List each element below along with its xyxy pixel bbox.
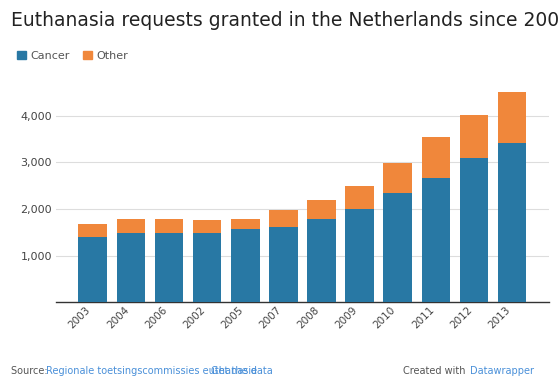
Bar: [307, 219, 336, 302]
Bar: [460, 115, 488, 158]
Text: Regionale toetsingscommissies euthanasie: Regionale toetsingscommissies euthanasie: [46, 366, 257, 376]
Text: Euthanasia requests granted in the Netherlands since 2002: Euthanasia requests granted in the Nethe…: [11, 11, 560, 30]
Bar: [155, 219, 183, 233]
Bar: [422, 137, 450, 178]
Bar: [346, 186, 374, 209]
Bar: [307, 200, 336, 219]
Bar: [116, 233, 145, 302]
Text: Get the data: Get the data: [211, 366, 273, 376]
Bar: [193, 233, 221, 302]
Bar: [498, 143, 526, 302]
Legend: Cancer, Other: Cancer, Other: [17, 51, 128, 61]
Bar: [193, 220, 221, 233]
Bar: [384, 163, 412, 193]
Bar: [269, 227, 297, 302]
Bar: [78, 225, 107, 237]
Bar: [231, 219, 259, 229]
Bar: [460, 158, 488, 302]
Text: Source:: Source:: [11, 366, 51, 376]
Bar: [422, 178, 450, 302]
Text: Created with: Created with: [403, 366, 469, 376]
Bar: [346, 209, 374, 302]
Bar: [231, 229, 259, 302]
Bar: [155, 233, 183, 302]
Bar: [116, 219, 145, 233]
Bar: [384, 193, 412, 302]
Bar: [78, 237, 107, 302]
Text: Datawrapper: Datawrapper: [470, 366, 534, 376]
Bar: [498, 93, 526, 143]
Bar: [269, 210, 297, 227]
